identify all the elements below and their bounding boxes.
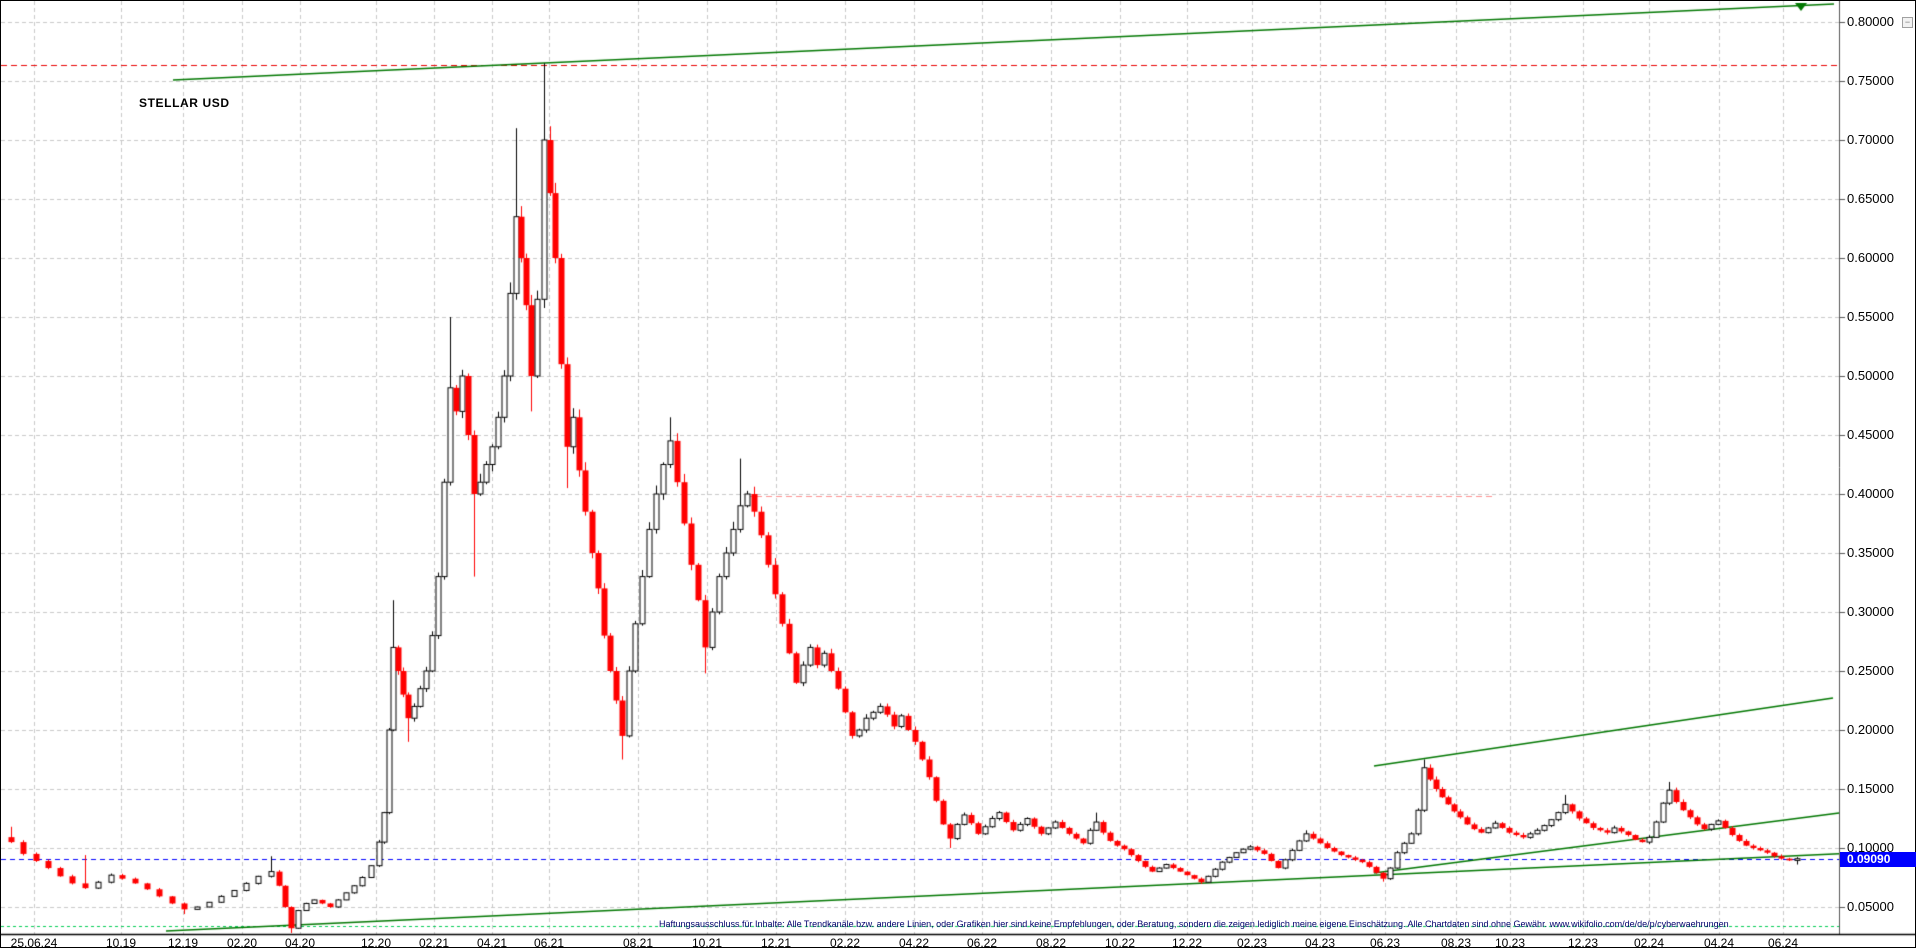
x-axis-label: 02.21 [418, 936, 450, 950]
x-axis-label: 06.24 [1767, 936, 1799, 950]
x-axis-label: 04.20 [284, 936, 316, 950]
x-axis-label: 08.22 [1035, 936, 1067, 950]
x-axis-label: 25.06.24 [10, 936, 58, 950]
y-axis-label: 0.10000 [1847, 840, 1894, 855]
y-axis-label: 0.60000 [1847, 250, 1894, 265]
x-axis-label: 02.24 [1633, 936, 1665, 950]
x-axis-label: 04.23 [1304, 936, 1336, 950]
x-axis-label: 10.23 [1494, 936, 1526, 950]
x-axis-label: 06.21 [533, 936, 565, 950]
x-axis-label: 06.23 [1369, 936, 1401, 950]
x-axis-label: 02.22 [829, 936, 861, 950]
x-axis-label: 02.23 [1236, 936, 1268, 950]
y-axis-label: 0.25000 [1847, 663, 1894, 678]
y-axis-label: 0.80000 [1847, 14, 1894, 29]
y-axis-label: 0.15000 [1847, 781, 1894, 796]
x-axis-label: 10.22 [1104, 936, 1136, 950]
x-axis-label: 12.21 [760, 936, 792, 950]
disclaimer-text: Haftungsausschluss für Inhalte: Alle Tre… [659, 919, 1729, 929]
x-axis-label: 10.21 [691, 936, 723, 950]
x-axis-label: 12.19 [167, 936, 199, 950]
x-axis-label: 06.22 [966, 936, 998, 950]
x-axis-label: 04.22 [898, 936, 930, 950]
y-axis-label: 0.70000 [1847, 132, 1894, 147]
y-axis-label: 0.75000 [1847, 73, 1894, 88]
x-axis-label: 12.20 [360, 936, 392, 950]
y-axis-label: 0.05000 [1847, 899, 1894, 914]
y-axis-label: 0.35000 [1847, 545, 1894, 560]
x-axis-label: 12.23 [1567, 936, 1599, 950]
current-price-tag: 0.09090 [1840, 852, 1916, 867]
x-axis-label: 08.23 [1440, 936, 1472, 950]
minimize-icon[interactable]: − [1902, 17, 1913, 28]
x-axis-label: 04.24 [1703, 936, 1735, 950]
y-axis-label: 0.40000 [1847, 486, 1894, 501]
x-axis-label: 08.21 [622, 936, 654, 950]
x-axis-label: 10.19 [105, 936, 137, 950]
chart-title: STELLAR USD [139, 96, 230, 110]
y-axis-label: 0.45000 [1847, 427, 1894, 442]
x-axis-label: 12.22 [1171, 936, 1203, 950]
y-axis-label: 0.20000 [1847, 722, 1894, 737]
y-axis-label: 0.65000 [1847, 191, 1894, 206]
y-axis-label: 0.30000 [1847, 604, 1894, 619]
y-axis-label: 0.55000 [1847, 309, 1894, 324]
x-axis-label: 04.21 [476, 936, 508, 950]
x-axis-label: 02.20 [226, 936, 258, 950]
y-axis-label: 0.50000 [1847, 368, 1894, 383]
